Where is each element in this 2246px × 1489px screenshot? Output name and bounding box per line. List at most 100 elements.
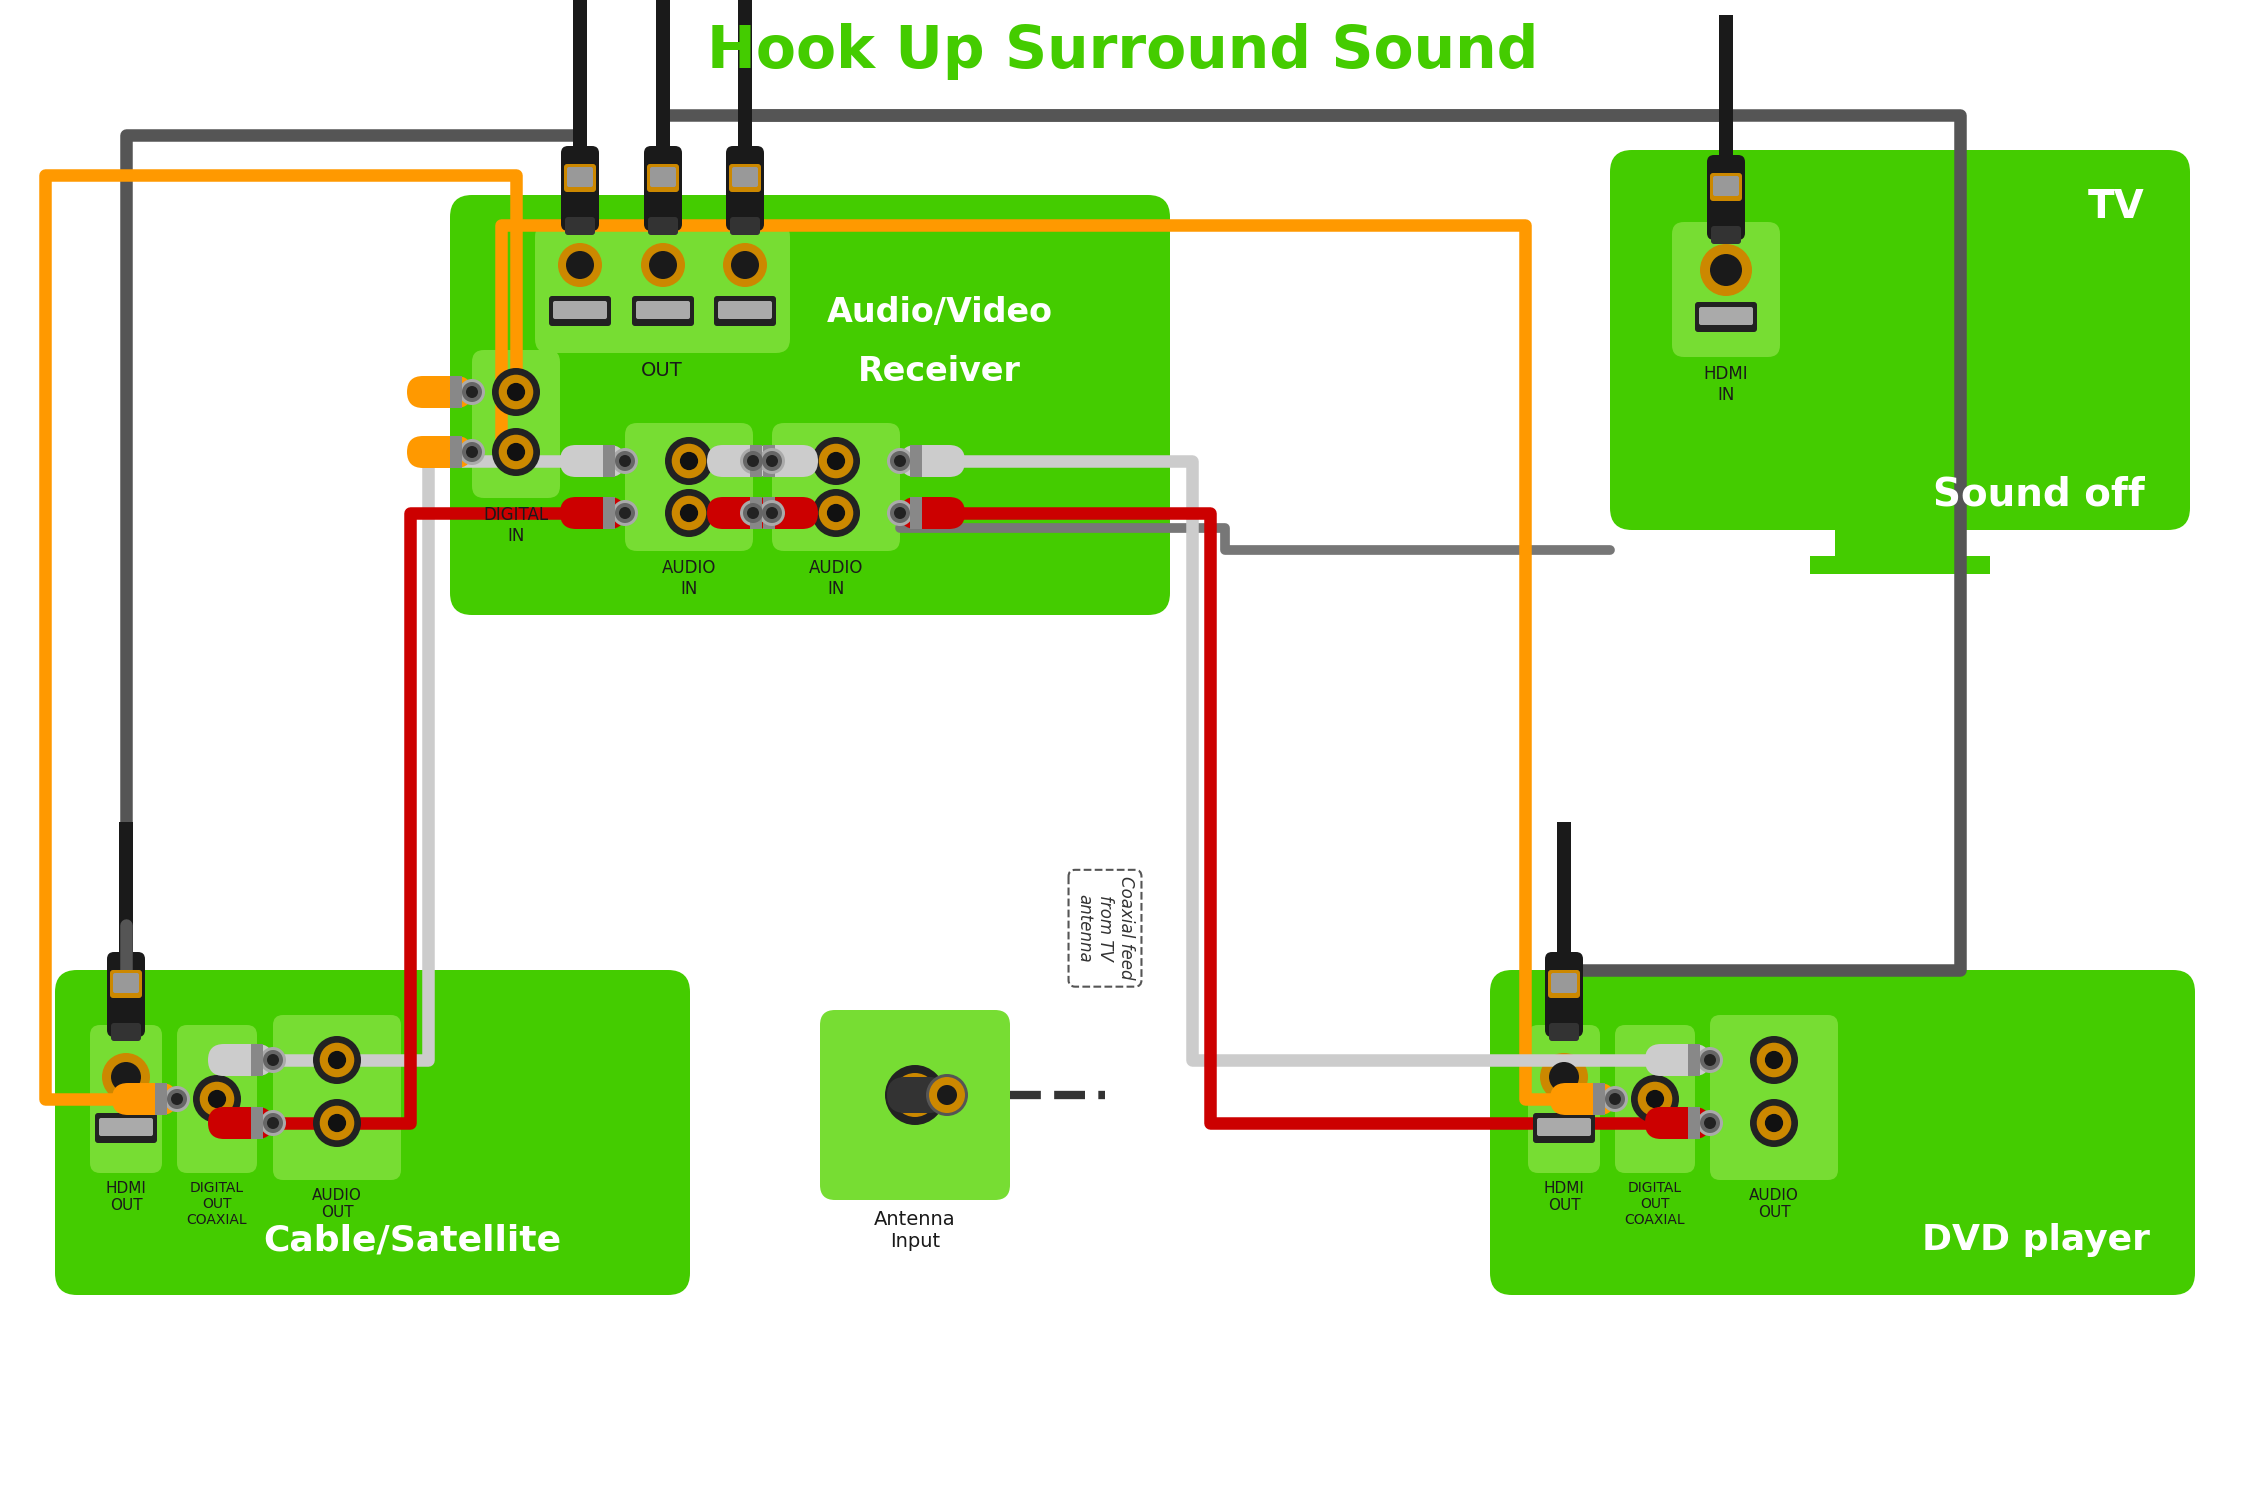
FancyBboxPatch shape — [1709, 1015, 1837, 1179]
Circle shape — [894, 506, 905, 520]
Bar — [1592, 1083, 1606, 1115]
FancyBboxPatch shape — [773, 423, 901, 551]
Circle shape — [267, 1054, 279, 1066]
Circle shape — [458, 380, 485, 405]
Circle shape — [261, 1109, 285, 1136]
Bar — [656, 0, 669, 146]
Circle shape — [649, 252, 676, 278]
Text: Hook Up Surround Sound: Hook Up Surround Sound — [707, 24, 1539, 80]
FancyBboxPatch shape — [1698, 307, 1752, 325]
Bar — [252, 1044, 263, 1077]
FancyBboxPatch shape — [548, 296, 611, 326]
Circle shape — [557, 243, 602, 287]
Circle shape — [1606, 1088, 1626, 1109]
FancyBboxPatch shape — [1534, 1112, 1595, 1144]
Circle shape — [1631, 1075, 1680, 1123]
Circle shape — [889, 451, 910, 471]
Circle shape — [748, 456, 759, 468]
Circle shape — [1646, 1090, 1664, 1108]
Circle shape — [465, 386, 478, 398]
Circle shape — [1637, 1081, 1673, 1117]
FancyBboxPatch shape — [472, 350, 559, 497]
Circle shape — [1750, 1036, 1799, 1084]
FancyBboxPatch shape — [887, 1077, 948, 1112]
FancyBboxPatch shape — [1615, 1024, 1696, 1173]
FancyBboxPatch shape — [645, 146, 683, 231]
Bar — [739, 0, 752, 146]
Text: Sound off: Sound off — [1934, 475, 2145, 514]
FancyBboxPatch shape — [1536, 1118, 1590, 1136]
FancyBboxPatch shape — [559, 497, 624, 529]
Circle shape — [766, 456, 777, 468]
FancyBboxPatch shape — [112, 972, 139, 993]
Circle shape — [1756, 1042, 1792, 1077]
Circle shape — [566, 252, 593, 278]
FancyBboxPatch shape — [566, 217, 595, 235]
Circle shape — [611, 448, 638, 474]
FancyBboxPatch shape — [901, 497, 966, 529]
Circle shape — [328, 1114, 346, 1132]
Circle shape — [887, 500, 914, 526]
Circle shape — [492, 427, 539, 476]
Circle shape — [820, 444, 853, 478]
Bar — [764, 445, 775, 476]
Circle shape — [171, 1093, 182, 1105]
Text: DIGITAL
IN: DIGITAL IN — [483, 506, 548, 545]
Circle shape — [813, 488, 860, 538]
Circle shape — [209, 1090, 227, 1108]
FancyBboxPatch shape — [553, 301, 606, 319]
FancyBboxPatch shape — [649, 167, 676, 188]
FancyBboxPatch shape — [562, 146, 600, 231]
Circle shape — [759, 500, 786, 526]
Circle shape — [267, 1117, 279, 1129]
Text: Receiver: Receiver — [858, 354, 1022, 389]
FancyBboxPatch shape — [559, 445, 624, 476]
Bar — [910, 445, 923, 476]
FancyBboxPatch shape — [719, 301, 773, 319]
Circle shape — [1765, 1051, 1783, 1069]
Circle shape — [665, 488, 712, 538]
Circle shape — [743, 451, 764, 471]
Circle shape — [739, 448, 766, 474]
Text: HDMI
IN: HDMI IN — [1705, 365, 1747, 404]
FancyBboxPatch shape — [1696, 302, 1756, 332]
Bar — [602, 497, 615, 529]
FancyBboxPatch shape — [901, 445, 966, 476]
Bar — [1810, 555, 1990, 573]
Circle shape — [312, 1036, 362, 1084]
FancyBboxPatch shape — [707, 497, 773, 529]
FancyBboxPatch shape — [1671, 222, 1781, 357]
Bar — [155, 1083, 166, 1115]
Circle shape — [458, 439, 485, 465]
Circle shape — [681, 503, 699, 523]
Circle shape — [894, 456, 905, 468]
FancyBboxPatch shape — [1527, 1024, 1599, 1173]
FancyBboxPatch shape — [566, 167, 593, 188]
FancyBboxPatch shape — [535, 223, 791, 353]
Bar — [1689, 1044, 1700, 1077]
FancyBboxPatch shape — [407, 377, 472, 408]
FancyBboxPatch shape — [564, 164, 595, 192]
Circle shape — [905, 1085, 925, 1105]
FancyBboxPatch shape — [1550, 1083, 1615, 1115]
Circle shape — [1756, 1106, 1792, 1141]
Circle shape — [681, 451, 699, 471]
Circle shape — [743, 503, 764, 523]
Circle shape — [761, 503, 782, 523]
Circle shape — [261, 1047, 285, 1074]
Circle shape — [1700, 244, 1752, 296]
Circle shape — [463, 442, 483, 462]
Circle shape — [263, 1112, 283, 1133]
FancyBboxPatch shape — [752, 497, 818, 529]
FancyBboxPatch shape — [725, 146, 764, 231]
Bar — [252, 1106, 263, 1139]
Circle shape — [640, 243, 685, 287]
FancyBboxPatch shape — [636, 301, 690, 319]
Bar — [602, 445, 615, 476]
Circle shape — [889, 503, 910, 523]
FancyBboxPatch shape — [1552, 972, 1577, 993]
Circle shape — [730, 252, 759, 278]
FancyBboxPatch shape — [732, 167, 757, 188]
Circle shape — [1608, 1093, 1622, 1105]
Circle shape — [723, 243, 766, 287]
